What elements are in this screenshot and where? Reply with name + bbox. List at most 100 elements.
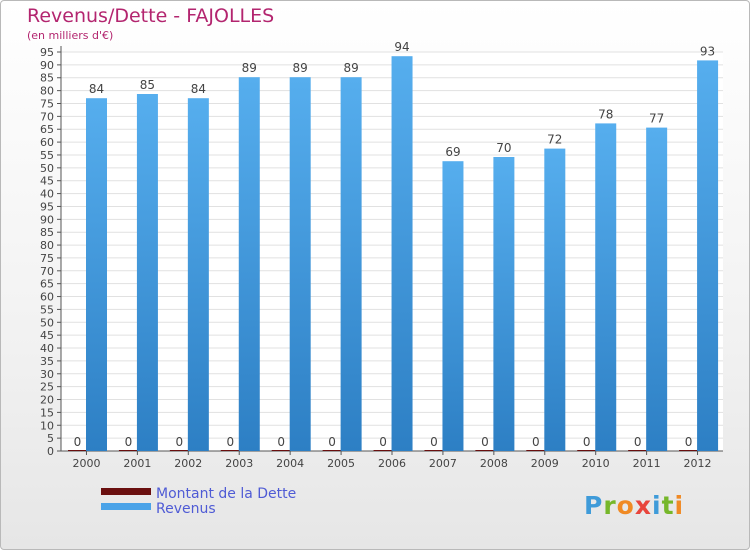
x-tick-label: 2001 xyxy=(123,457,151,470)
revenue-value-label: 84 xyxy=(191,82,206,96)
revenue-bar xyxy=(86,98,107,451)
logo-letter: i xyxy=(674,491,685,520)
y-tick-label: 80 xyxy=(40,85,54,98)
debt-value-label: 0 xyxy=(379,435,387,449)
y-tick-label: 90 xyxy=(40,213,54,226)
y-tick-label: 30 xyxy=(40,368,54,381)
revenue-bar xyxy=(646,127,668,451)
x-tick-label: 2009 xyxy=(531,457,559,470)
chart-subtitle: (en milliers d'€) xyxy=(27,29,114,42)
x-tick-label: 2006 xyxy=(378,457,406,470)
y-tick-label: 95 xyxy=(40,46,54,59)
legend-item-debt: Montant de la Dette xyxy=(101,487,296,502)
revenue-bar xyxy=(544,148,566,451)
revenue-value-label: 78 xyxy=(598,107,613,121)
legend-label-revenue: Revenus xyxy=(156,501,216,517)
y-tick-label: 65 xyxy=(40,123,54,136)
y-tick-label: 10 xyxy=(40,419,54,432)
revenue-value-label: 85 xyxy=(140,78,155,92)
logo-letter: r xyxy=(603,491,617,520)
debt-value-label: 0 xyxy=(685,435,693,449)
y-tick-label: 5 xyxy=(47,432,54,445)
revenue-value-label: 89 xyxy=(293,61,308,75)
y-tick-label: 20 xyxy=(40,394,54,407)
debt-bar xyxy=(475,450,495,451)
proxiti-logo: Proxiti xyxy=(584,491,684,520)
revenue-value-label: 89 xyxy=(242,61,257,75)
y-tick-label: 40 xyxy=(40,342,54,355)
revenue-value-label: 69 xyxy=(445,145,460,159)
y-tick-label: 15 xyxy=(40,406,54,419)
legend-item-revenue: Revenus xyxy=(101,502,296,517)
debt-value-label: 0 xyxy=(532,435,540,449)
y-tick-label: 60 xyxy=(40,136,54,149)
revenue-value-label: 77 xyxy=(649,112,664,126)
x-tick-label: 2004 xyxy=(276,457,304,470)
revenue-bar xyxy=(493,157,515,451)
debt-bar xyxy=(169,450,189,451)
y-tick-label: 50 xyxy=(40,162,54,175)
debt-value-label: 0 xyxy=(125,435,133,449)
revenue-value-label: 93 xyxy=(700,44,715,58)
debt-value-label: 0 xyxy=(277,435,285,449)
revenue-bar xyxy=(136,94,158,451)
debt-bar xyxy=(271,450,291,451)
y-tick-label: 95 xyxy=(40,200,54,213)
y-tick-label: 0 xyxy=(47,445,54,458)
debt-bar xyxy=(679,450,699,451)
debt-bar xyxy=(526,450,546,451)
y-tick-label: 75 xyxy=(40,97,54,110)
y-tick-label: 70 xyxy=(40,265,54,278)
debt-bar xyxy=(424,450,444,451)
chart-title: Revenus/Dette - FAJOLLES xyxy=(27,5,275,27)
y-tick-label: 45 xyxy=(40,329,54,342)
y-tick-label: 50 xyxy=(40,316,54,329)
y-tick-label: 45 xyxy=(40,175,54,188)
revenue-bar xyxy=(238,77,260,451)
logo-letter: t xyxy=(661,491,675,520)
revenue-bar xyxy=(595,123,617,452)
y-tick-label: 85 xyxy=(40,72,54,85)
debt-value-label: 0 xyxy=(328,435,336,449)
y-tick-label: 40 xyxy=(40,188,54,201)
legend-label-debt: Montant de la Dette xyxy=(156,486,297,502)
revenue-bar xyxy=(391,56,413,451)
y-tick-label: 75 xyxy=(40,252,54,265)
revenue-value-label: 84 xyxy=(89,82,104,96)
revenue-value-label: 89 xyxy=(343,61,358,75)
y-tick-label: 90 xyxy=(40,59,54,72)
logo-letter: P xyxy=(584,491,604,520)
x-tick-label: 2008 xyxy=(480,457,508,470)
x-tick-label: 2000 xyxy=(72,457,100,470)
y-tick-label: 55 xyxy=(40,149,54,162)
revenue-value-label: 70 xyxy=(496,141,511,155)
x-tick-label: 2007 xyxy=(429,457,457,470)
y-tick-label: 70 xyxy=(40,110,54,123)
debt-bar xyxy=(118,450,138,451)
debt-value-label: 0 xyxy=(481,435,489,449)
logo-letter: x xyxy=(634,491,652,520)
revenue-bar xyxy=(442,161,464,451)
debt-value-label: 0 xyxy=(176,435,184,449)
debt-value-label: 0 xyxy=(634,435,642,449)
logo-letter: i xyxy=(652,491,662,520)
revenue-bar xyxy=(697,60,719,452)
x-tick-label: 2005 xyxy=(327,457,355,470)
debt-bar xyxy=(628,450,648,451)
legend-swatch-debt xyxy=(101,487,151,495)
y-tick-label: 60 xyxy=(40,291,54,304)
x-tick-label: 2012 xyxy=(684,457,712,470)
logo-letter: o xyxy=(616,491,635,520)
x-tick-label: 2002 xyxy=(174,457,202,470)
debt-bar xyxy=(373,450,393,451)
debt-value-label: 0 xyxy=(583,435,591,449)
revenue-value-label: 94 xyxy=(394,40,409,54)
revenue-bar xyxy=(187,98,209,451)
y-tick-label: 80 xyxy=(40,239,54,252)
debt-bar xyxy=(68,450,87,451)
debt-value-label: 0 xyxy=(430,435,438,449)
debt-value-label: 0 xyxy=(74,435,82,449)
debt-value-label: 0 xyxy=(226,435,234,449)
